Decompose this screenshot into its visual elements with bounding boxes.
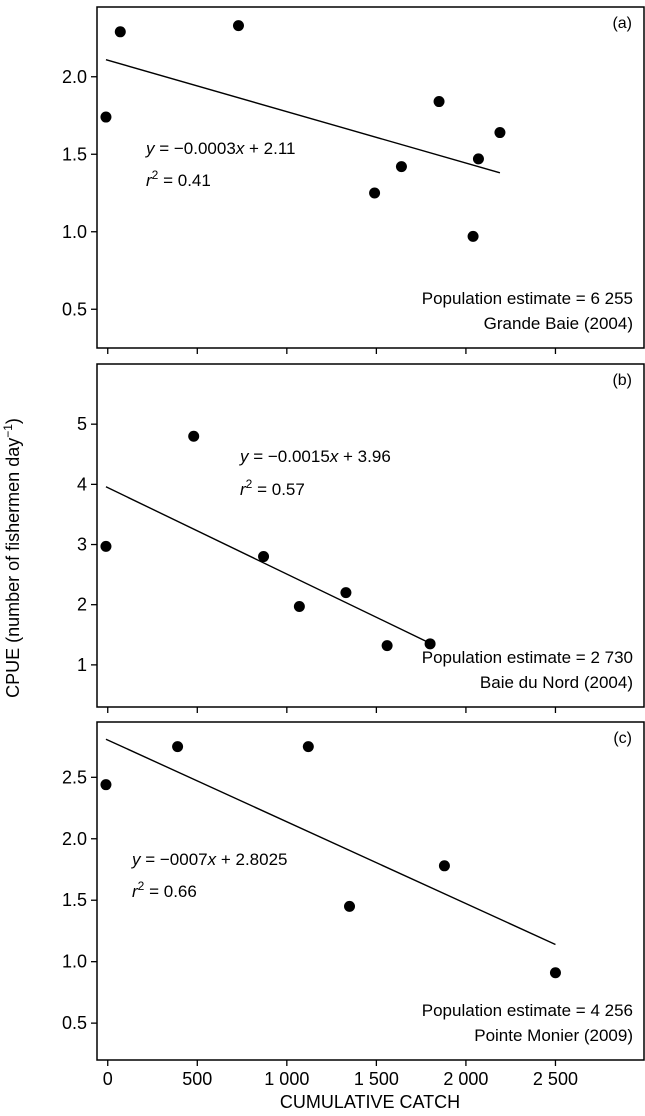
r-squared: r2 = 0.41: [146, 168, 211, 190]
y-axis-label-superscript: −1: [1, 424, 15, 438]
data-point: [549, 967, 561, 979]
x-axis-label: CUMULATIVE CATCH: [280, 1092, 460, 1112]
r-value: = 0.66: [144, 882, 196, 901]
data-point: [438, 860, 450, 872]
y-tick-label: 5: [77, 414, 87, 434]
x-tick-label: 0: [103, 1069, 113, 1089]
data-point: [433, 96, 445, 108]
data-point: [172, 741, 184, 753]
r-value: = 0.41: [158, 171, 210, 190]
r-squared: r2 = 0.66: [132, 879, 197, 901]
y-tick-label: 1.5: [62, 144, 87, 164]
y-tick-label: 2.0: [62, 829, 87, 849]
data-point: [369, 187, 381, 199]
regression-equation: y = −0.0015x + 3.96: [239, 447, 391, 466]
data-point: [424, 638, 436, 650]
eq-y: y: [145, 139, 156, 158]
data-point: [293, 601, 305, 613]
eq-slope: = −0.0003: [155, 139, 236, 158]
eq-intercept: + 2.11: [244, 139, 295, 158]
plot-frame: [96, 6, 645, 349]
r-superscript: 2: [152, 168, 159, 182]
y-axis-label-main: CPUE (number of fishermen day: [3, 438, 23, 698]
y-tick-label: 4: [77, 474, 87, 494]
data-point: [114, 26, 126, 38]
y-tick-label: 2: [77, 595, 87, 615]
eq-x: x: [329, 447, 339, 466]
data-point: [100, 111, 112, 123]
panel-label: (b): [612, 372, 632, 389]
plot-frame: [96, 363, 645, 708]
y-axis-label-close: ): [3, 418, 23, 424]
x-tick-label: 1 000: [264, 1069, 309, 1089]
eq-y: y: [131, 850, 142, 869]
x-tick-label: 2 000: [443, 1069, 488, 1089]
y-tick-label: 1.5: [62, 890, 87, 910]
site-label: Grande Baie (2004): [484, 314, 633, 333]
eq-x: x: [235, 139, 245, 158]
y-tick-label: 0.5: [62, 299, 87, 319]
data-point: [472, 153, 484, 165]
y-axis-label: CPUE (number of fishermen day−1): [1, 418, 23, 698]
r-squared: r2 = 0.57: [240, 477, 305, 499]
panel-c: 0.5 1.0 1.5 2.0 2.5 0 500 1 000 1 500 2 000 2 500 (…: [62, 721, 645, 1089]
data-point: [494, 127, 506, 139]
panel-label: (c): [613, 730, 632, 747]
r-symbol: r: [240, 480, 247, 499]
data-point: [381, 640, 393, 652]
y-tick-label: 0.5: [62, 1013, 87, 1033]
regression-equation: y = −0.0003x + 2.11: [145, 139, 296, 158]
y-tick-label: 1.0: [62, 222, 87, 242]
regression-line: [105, 486, 431, 644]
data-point: [340, 587, 352, 599]
panel-a: 0.5 1.0 1.5 2.0 (a) y = −0.0003x + 2.11 r2 = 0…: [62, 6, 645, 354]
data-point: [188, 430, 200, 442]
r-superscript: 2: [246, 477, 253, 491]
y-tick-label: 2.5: [62, 767, 87, 787]
y-tick-label: 1: [77, 655, 87, 675]
data-point: [232, 20, 244, 32]
r-superscript: 2: [138, 879, 145, 893]
data-point: [100, 540, 112, 552]
data-point: [302, 741, 314, 753]
r-value: = 0.57: [252, 480, 304, 499]
eq-x: x: [207, 850, 217, 869]
data-point: [395, 161, 407, 173]
regression-equation: y = −0007x + 2.8025: [131, 850, 288, 869]
site-label: Baie du Nord (2004): [480, 673, 633, 692]
data-point: [258, 551, 270, 563]
panel-label: (a): [612, 15, 632, 32]
population-estimate: Population estimate = 2 730: [422, 648, 633, 667]
eq-y: y: [239, 447, 250, 466]
x-tick-label: 2 500: [533, 1069, 578, 1089]
y-tick-label: 1.0: [62, 952, 87, 972]
site-label: Pointe Monier (2009): [474, 1026, 633, 1045]
y-tick-label: 2.0: [62, 67, 87, 87]
eq-intercept: + 2.8025: [216, 850, 287, 869]
population-estimate: Population estimate = 6 255: [422, 289, 633, 308]
data-point: [100, 779, 112, 791]
y-tick-label: 3: [77, 535, 87, 555]
eq-slope: = −0.0015: [249, 447, 330, 466]
population-estimate: Population estimate = 4 256: [422, 1001, 633, 1020]
regression-line: [105, 59, 501, 174]
regression-line: [105, 738, 556, 946]
x-tick-label: 1 500: [354, 1069, 399, 1089]
eq-slope: = −0007: [141, 850, 208, 869]
data-point: [467, 230, 479, 242]
r-symbol: r: [132, 882, 139, 901]
r-symbol: r: [146, 171, 153, 190]
x-tick-label: 500: [182, 1069, 212, 1089]
data-point: [344, 900, 356, 912]
plot-frame: [96, 721, 645, 1061]
eq-intercept: + 3.96: [338, 447, 390, 466]
